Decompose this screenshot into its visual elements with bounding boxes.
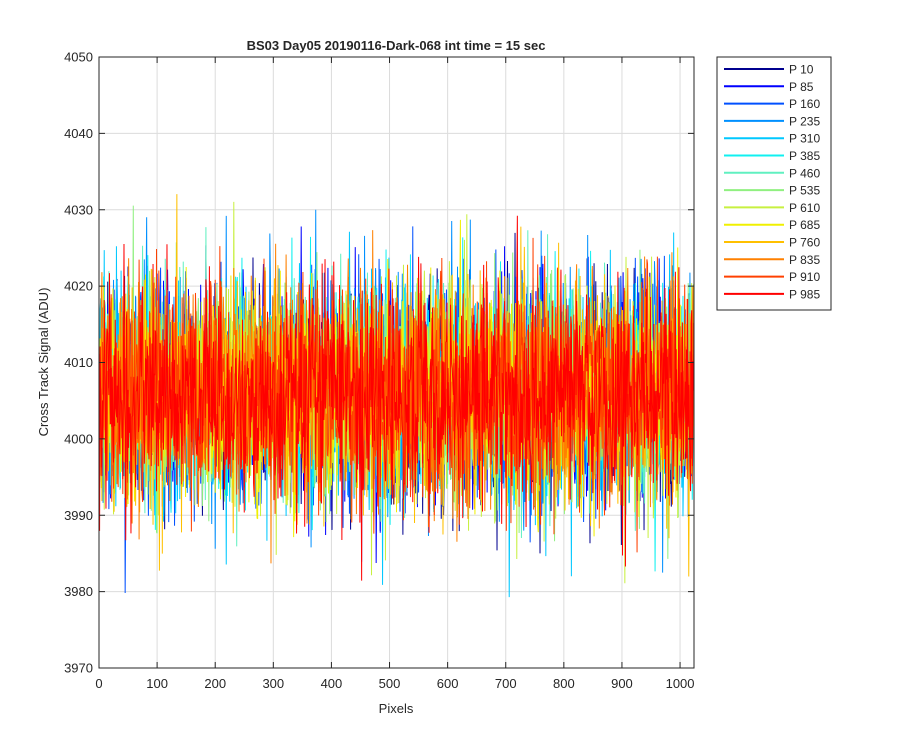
y-tick-label: 3990: [64, 508, 93, 523]
legend-items: P 10 P 85 P 160 P 235 P 310 P 385 P 460 P 535 P …: [724, 63, 820, 301]
legend-label: P 310: [789, 132, 820, 146]
x-tick-label: 1000: [666, 676, 695, 691]
y-tick-label: 3980: [64, 584, 93, 599]
legend-label: P 160: [789, 97, 820, 111]
legend-label: P 985: [789, 287, 820, 301]
x-axis-label: Pixels: [379, 701, 414, 716]
legend-label: P 685: [789, 218, 820, 232]
legend-label: P 385: [789, 149, 820, 163]
legend-label: P 85: [789, 80, 814, 94]
legend-label: P 460: [789, 166, 820, 180]
x-tick-label: 0: [95, 676, 102, 691]
x-tick-label: 100: [146, 676, 168, 691]
y-tick-label: 4020: [64, 279, 93, 294]
x-tick-label: 600: [437, 676, 459, 691]
x-tick-label: 800: [553, 676, 575, 691]
series-line-13: [99, 237, 695, 553]
chart-title: BS03 Day05 20190116-Dark-068 int time = …: [247, 38, 546, 53]
legend-label: P 610: [789, 201, 820, 215]
y-tick-label: 4010: [64, 355, 93, 370]
y-tick-label: 4040: [64, 126, 93, 141]
x-tick-label: 200: [204, 676, 226, 691]
series-lines: [99, 194, 695, 598]
legend-label: P 760: [789, 236, 820, 250]
y-tick-label: 3970: [64, 661, 93, 676]
y-tick-label: 4050: [64, 50, 93, 65]
x-tick-label: 900: [611, 676, 633, 691]
x-tick-label: 300: [262, 676, 284, 691]
legend-box: [716, 56, 832, 311]
ticks: 0 100 200 300 400 500 600 700 800 900 1000 3970 3980…: [64, 50, 694, 692]
x-tick-label: 400: [321, 676, 343, 691]
legend-label: P 10: [789, 63, 814, 77]
x-tick-label: 700: [495, 676, 517, 691]
y-axis-label: Cross Track Signal (ADU): [36, 288, 51, 437]
x-tick-label: 500: [379, 676, 401, 691]
legend-label: P 910: [789, 270, 820, 284]
series-line-14: [99, 215, 695, 581]
y-tick-label: 4030: [64, 202, 93, 217]
y-tick-label: 4000: [64, 431, 93, 446]
legend-label: P 235: [789, 114, 820, 128]
legend-label: P 835: [789, 253, 820, 267]
legend[interactable]: P 10 P 85 P 160 P 235 P 310 P 385 P 460 P 535 P …: [716, 56, 832, 311]
legend-label: P 535: [789, 184, 820, 198]
